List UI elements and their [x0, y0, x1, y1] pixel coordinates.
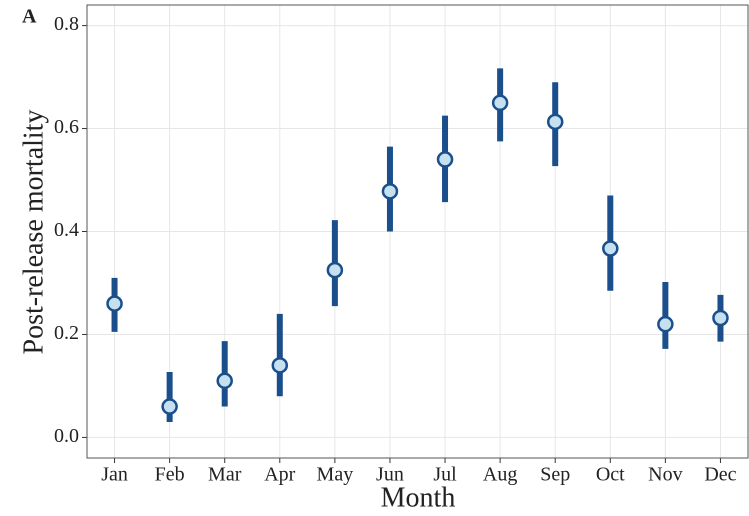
x-tick-label: Mar — [208, 464, 242, 486]
point — [602, 240, 619, 257]
x-tick-label: Apr — [264, 464, 295, 486]
y-tick-label: 0.6 — [54, 116, 79, 138]
point — [712, 309, 729, 327]
x-tick-label: Jun — [376, 464, 404, 486]
point — [436, 151, 454, 168]
y-tick-label: 0.0 — [54, 425, 79, 447]
x-tick-label: Jul — [433, 464, 457, 486]
x-tick-label: May — [317, 464, 354, 486]
x-tick-label: Feb — [155, 464, 185, 486]
x-tick-label: Oct — [596, 464, 625, 486]
panel-label: A — [22, 6, 37, 28]
y-tick-label: 0.4 — [54, 219, 79, 241]
point — [106, 295, 123, 312]
x-tick-label: Sep — [540, 464, 570, 486]
point — [381, 183, 399, 200]
y-axis-label: Post-release mortality — [18, 110, 49, 355]
y-tick-label: 0.2 — [54, 322, 79, 344]
point — [657, 315, 674, 333]
x-tick-label: Dec — [704, 464, 736, 486]
point — [271, 357, 289, 374]
point — [161, 398, 178, 415]
point — [326, 261, 344, 279]
point — [216, 372, 233, 390]
x-tick-label: Aug — [483, 464, 517, 486]
x-tick-label: Jan — [101, 464, 128, 486]
point — [546, 113, 564, 131]
point — [491, 94, 509, 112]
panel-border — [86, 4, 749, 459]
y-tick-label: 0.8 — [54, 13, 79, 35]
x-axis-label: Month — [381, 482, 456, 513]
x-tick-label: Nov — [648, 464, 682, 486]
